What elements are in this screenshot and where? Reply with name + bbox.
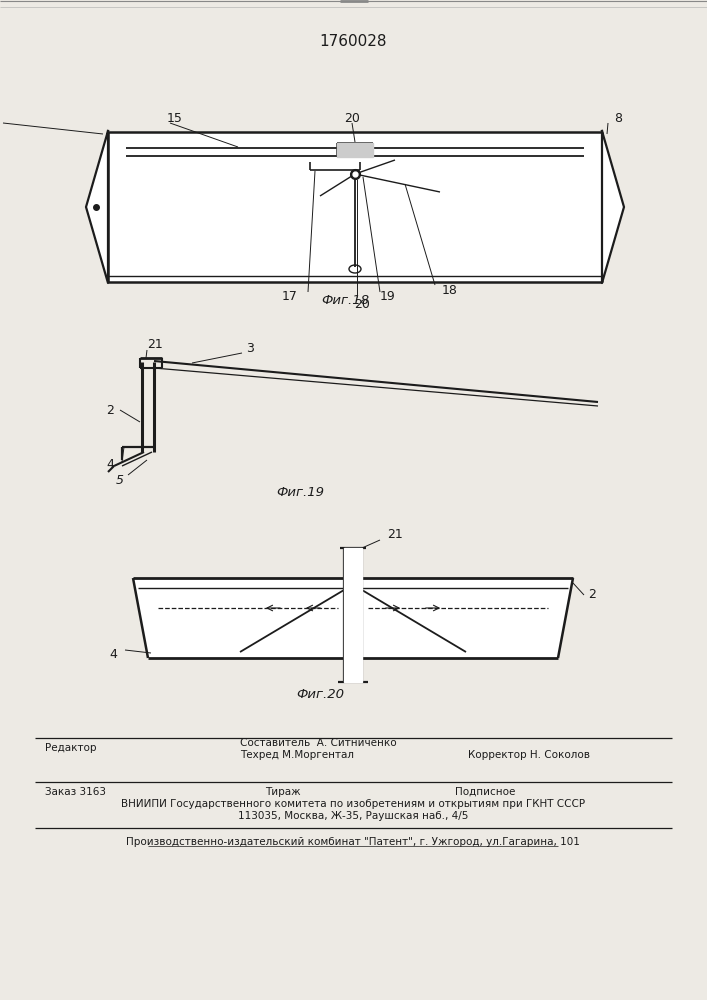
Text: 20: 20 xyxy=(344,111,360,124)
Text: 5: 5 xyxy=(116,474,124,487)
Text: Составитель  А. Ситниченко: Составитель А. Ситниченко xyxy=(240,738,397,748)
Polygon shape xyxy=(108,132,602,282)
Text: Редактор: Редактор xyxy=(45,743,96,753)
Text: 1760028: 1760028 xyxy=(320,34,387,49)
Text: Фиг.19: Фиг.19 xyxy=(276,486,324,498)
Polygon shape xyxy=(86,131,108,283)
Text: Тираж: Тираж xyxy=(265,787,300,797)
Text: 20: 20 xyxy=(354,298,370,312)
Text: Корректор Н. Соколов: Корректор Н. Соколов xyxy=(468,750,590,760)
Text: Заказ 3163: Заказ 3163 xyxy=(45,787,106,797)
Text: 8: 8 xyxy=(614,111,622,124)
Text: 113035, Москва, Ж-35, Раушская наб., 4/5: 113035, Москва, Ж-35, Раушская наб., 4/5 xyxy=(238,811,468,821)
Text: 21: 21 xyxy=(147,338,163,352)
Text: 2: 2 xyxy=(106,403,114,416)
Text: 3: 3 xyxy=(246,342,254,355)
Text: 21: 21 xyxy=(387,528,403,542)
Text: 18: 18 xyxy=(442,284,458,296)
Polygon shape xyxy=(344,548,362,682)
Text: Техред М.Моргентал: Техред М.Моргентал xyxy=(240,750,354,760)
Text: 4: 4 xyxy=(109,648,117,662)
Text: 4: 4 xyxy=(106,458,114,472)
Text: 19: 19 xyxy=(380,290,396,304)
Text: 2: 2 xyxy=(588,588,596,601)
Text: 17: 17 xyxy=(282,290,298,304)
Text: Фиг.20: Фиг.20 xyxy=(296,688,344,702)
Text: Подписное: Подписное xyxy=(455,787,515,797)
Polygon shape xyxy=(337,143,373,157)
Text: 15: 15 xyxy=(167,111,183,124)
Polygon shape xyxy=(133,578,573,658)
Text: ВНИИПИ Государственного комитета по изобретениям и открытиям при ГКНТ СССР: ВНИИПИ Государственного комитета по изоб… xyxy=(121,799,585,809)
Polygon shape xyxy=(602,131,624,283)
Text: Фиг.18: Фиг.18 xyxy=(321,294,369,306)
Text: Производственно-издательский комбинат "Патент", г. Ужгород, ул.Гагарина, 101: Производственно-издательский комбинат "П… xyxy=(126,837,580,847)
